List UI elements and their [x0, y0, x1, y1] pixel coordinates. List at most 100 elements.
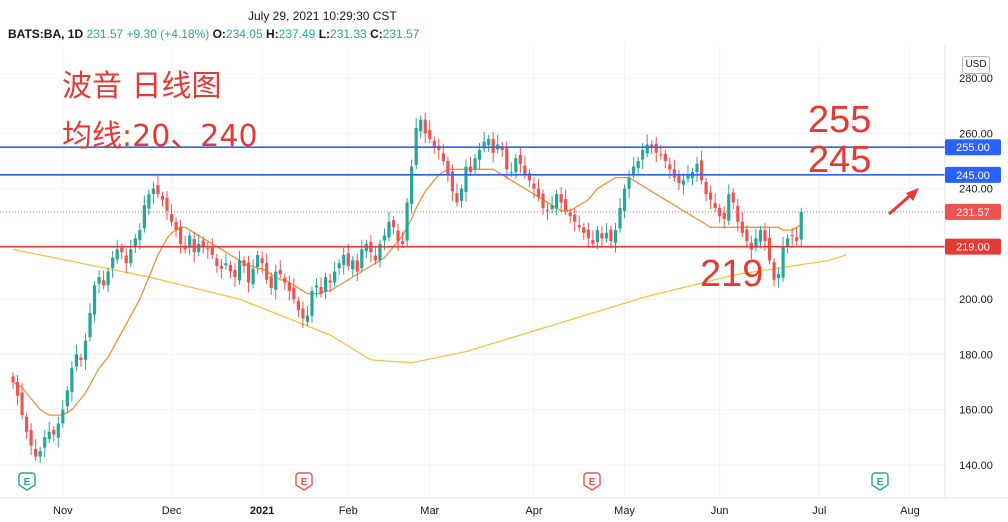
- earnings-e-icon[interactable]: E: [18, 472, 36, 491]
- candle: [283, 273, 287, 290]
- candle-body: [396, 230, 400, 242]
- candle-body: [414, 127, 418, 165]
- earnings-e-icon[interactable]: E: [583, 472, 601, 491]
- candle: [622, 184, 627, 219]
- candle: [97, 270, 101, 294]
- candle-body: [545, 209, 550, 211]
- candle-body: [133, 238, 137, 247]
- x-tick-label: Nov: [53, 505, 73, 517]
- candle-body: [586, 229, 590, 239]
- candle-body: [15, 381, 20, 396]
- candle-body: [622, 188, 627, 212]
- candle: [88, 303, 92, 342]
- candle-body: [527, 173, 532, 181]
- candle: [410, 159, 414, 214]
- candle-body: [61, 409, 65, 424]
- annotation-255: 255: [808, 99, 871, 141]
- candle-body: [120, 247, 124, 253]
- candle-body: [391, 220, 396, 228]
- x-tick-label: May: [614, 505, 635, 517]
- candle: [323, 272, 328, 299]
- candle-body: [269, 276, 273, 289]
- horizontal-levels-group: [0, 146, 945, 248]
- candle: [133, 234, 137, 253]
- candle-body: [156, 185, 160, 195]
- annotation-ma-note: 均线:20、240: [62, 119, 258, 154]
- close-value: 231.57: [382, 27, 420, 41]
- candle-body: [695, 163, 699, 173]
- candle: [459, 184, 464, 208]
- symbol-label[interactable]: BATS:BA, 1D: [8, 27, 84, 41]
- candle-body: [668, 164, 672, 170]
- candle: [20, 382, 24, 420]
- up-arrow-icon: [888, 188, 919, 216]
- candle-body: [142, 205, 146, 229]
- candle-body: [88, 312, 92, 338]
- candle: [56, 416, 60, 448]
- candle: [790, 228, 794, 246]
- candle: [686, 165, 690, 183]
- candle-body: [727, 194, 731, 221]
- candle: [550, 195, 554, 214]
- candle: [776, 267, 781, 288]
- candle: [727, 184, 731, 225]
- candle: [142, 195, 146, 233]
- candle-body: [455, 193, 459, 203]
- candle-body: [296, 300, 300, 311]
- candle-body: [34, 448, 38, 457]
- candle: [795, 227, 799, 246]
- candle-body: [541, 193, 545, 208]
- candle-body: [129, 249, 133, 264]
- candle: [160, 191, 165, 207]
- y-tick-label: 280.00: [959, 73, 993, 85]
- candles-group: [11, 112, 803, 464]
- candle: [102, 270, 106, 290]
- candle-body: [686, 174, 690, 179]
- candle: [555, 190, 559, 216]
- ma240-group: [12, 248, 847, 364]
- candle-body: [310, 290, 314, 316]
- candle-body: [550, 205, 554, 210]
- candle: [736, 198, 740, 232]
- candle-body: [210, 247, 214, 255]
- candle-body: [387, 221, 391, 238]
- y-tick-label: 240.00: [959, 184, 993, 196]
- candle: [450, 164, 455, 202]
- candle: [124, 248, 128, 273]
- candle-body: [704, 182, 708, 195]
- candle: [677, 170, 681, 191]
- candle-body: [233, 269, 237, 278]
- candle: [400, 231, 405, 249]
- candle-body: [509, 172, 513, 174]
- candle-body: [242, 260, 246, 266]
- candle-body: [246, 262, 251, 283]
- candle: [351, 256, 355, 277]
- candle: [559, 187, 563, 213]
- candle: [169, 204, 174, 226]
- candle: [251, 259, 255, 289]
- candle-body: [423, 119, 427, 134]
- candle-body: [659, 154, 663, 156]
- candle: [663, 149, 667, 168]
- candle: [278, 260, 282, 279]
- candle: [333, 261, 337, 287]
- candle: [586, 222, 590, 249]
- candle: [228, 260, 233, 279]
- candle-body: [568, 212, 572, 217]
- price-axis: 140.00160.00180.00200.00220.00240.00260.…: [959, 73, 993, 472]
- currency-button[interactable]: USD: [962, 56, 990, 74]
- earnings-e-icon[interactable]: E: [295, 472, 313, 491]
- candle-body: [305, 315, 310, 322]
- level-price-tag: [945, 238, 1001, 255]
- candle-body: [11, 376, 15, 382]
- earnings-e-icon[interactable]: E: [871, 472, 889, 491]
- candle-body: [772, 262, 776, 280]
- candle: [337, 259, 341, 276]
- low-label: L:: [318, 27, 331, 41]
- candle: [287, 275, 291, 301]
- candle-body: [323, 277, 328, 292]
- candle: [197, 234, 201, 257]
- candle-body: [124, 255, 128, 264]
- candle: [237, 250, 242, 285]
